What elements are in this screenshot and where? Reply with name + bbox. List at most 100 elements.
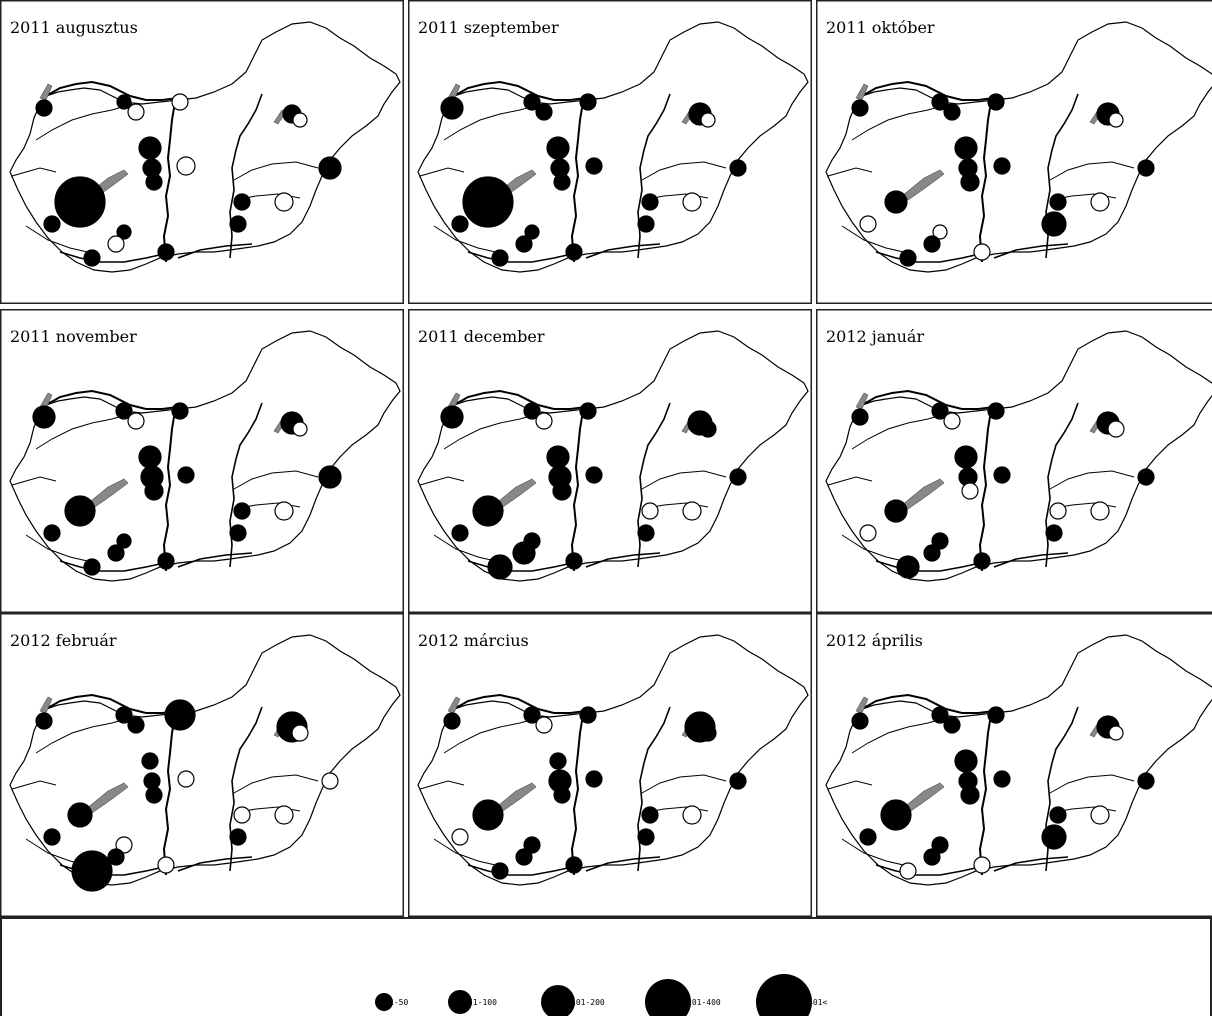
boundary-line <box>177 243 253 259</box>
boundary-line <box>233 774 319 794</box>
site-marker <box>233 502 251 520</box>
boundary-line <box>1049 470 1135 490</box>
site-marker <box>451 215 469 233</box>
site-marker <box>523 93 541 111</box>
site-marker <box>487 554 513 580</box>
site-marker <box>579 706 597 724</box>
map-svg <box>0 0 404 304</box>
boundary-line <box>162 95 177 263</box>
panel-title: 2012 február <box>10 631 117 650</box>
site-marker-empty <box>943 412 961 430</box>
site-marker <box>515 848 533 866</box>
panel-title: 2012 április <box>826 631 923 650</box>
legend-marker <box>541 985 575 1016</box>
map-panel: 2012 január <box>816 309 1212 613</box>
country-outline <box>9 21 401 273</box>
site-marker <box>440 405 464 429</box>
country-outline <box>825 634 1212 886</box>
site-marker-empty <box>233 806 251 824</box>
site-marker <box>157 243 175 261</box>
site-marker <box>851 712 869 730</box>
boundary-line <box>45 693 179 714</box>
legend-marker <box>645 979 691 1016</box>
map-svg <box>0 309 404 613</box>
country-outline <box>9 330 401 582</box>
site-marker-empty <box>274 805 294 825</box>
boundary-line <box>585 243 661 259</box>
map-svg <box>408 0 812 304</box>
site-marker <box>585 157 603 175</box>
boundary-line <box>641 161 727 181</box>
boundary-line <box>443 103 541 141</box>
site-marker <box>931 706 949 724</box>
boundary-line <box>585 856 661 872</box>
map-svg <box>408 613 812 917</box>
site-marker <box>116 533 132 549</box>
site-marker-empty <box>157 856 175 874</box>
site-marker <box>993 466 1011 484</box>
map-panel: 2011 október <box>816 0 1212 304</box>
site-marker <box>1137 159 1155 177</box>
legend-label: 101-200 <box>571 998 605 1007</box>
boundary-line <box>875 251 981 263</box>
site-marker <box>896 555 920 579</box>
site-marker <box>127 716 145 734</box>
legend-marker <box>448 990 472 1014</box>
boundary-line <box>861 80 995 101</box>
site-marker-empty <box>107 235 125 253</box>
site-marker-empty <box>1090 501 1110 521</box>
site-marker <box>440 96 464 120</box>
legend-label: 201-400 <box>687 998 721 1007</box>
site-marker-empty <box>292 112 308 128</box>
site-marker <box>1041 211 1067 237</box>
map-panel: 2011 december <box>408 309 812 613</box>
site-marker <box>585 770 603 788</box>
site-marker <box>579 93 597 111</box>
site-marker-empty <box>1108 725 1124 741</box>
country-outline <box>417 21 809 273</box>
map-panel: 2012 április <box>816 613 1212 917</box>
boundary-line <box>641 774 727 794</box>
site-marker-empty <box>291 724 309 742</box>
site-marker <box>884 190 908 214</box>
boundary-line <box>467 251 573 263</box>
site-marker <box>993 157 1011 175</box>
site-marker <box>923 848 941 866</box>
site-marker <box>451 524 469 542</box>
site-marker <box>64 495 96 527</box>
map-panel: 2011 augusztus <box>0 0 404 304</box>
site-marker <box>71 850 113 892</box>
site-marker <box>923 235 941 253</box>
site-marker-empty <box>1108 112 1124 128</box>
lake-shape <box>39 696 53 714</box>
site-marker-empty <box>973 856 991 874</box>
country-outline <box>825 330 1212 582</box>
site-marker <box>993 770 1011 788</box>
boundary-line <box>875 560 981 572</box>
boundary-line <box>59 251 165 263</box>
map-svg <box>816 613 1212 917</box>
site-marker <box>145 786 163 804</box>
site-marker <box>1049 806 1067 824</box>
site-marker <box>229 828 247 846</box>
boundary-line <box>11 476 57 486</box>
site-marker-empty <box>1090 192 1110 212</box>
boundary-line <box>993 552 1069 568</box>
boundary-line <box>177 856 253 872</box>
panel-title: 2012 március <box>418 631 529 650</box>
site-marker <box>729 468 747 486</box>
legend-marker <box>756 974 812 1016</box>
boundary-line <box>25 534 97 564</box>
site-marker-empty <box>176 156 196 176</box>
site-marker-empty <box>115 836 133 854</box>
site-marker <box>931 532 949 550</box>
panel-title: 2011 november <box>10 327 137 346</box>
site-marker-empty <box>127 103 145 121</box>
site-marker <box>138 136 162 160</box>
site-marker <box>931 93 949 111</box>
boundary-line <box>851 716 949 754</box>
site-marker <box>43 828 61 846</box>
lake-shape <box>447 696 461 714</box>
site-marker <box>954 136 978 160</box>
boundary-line <box>419 476 465 486</box>
